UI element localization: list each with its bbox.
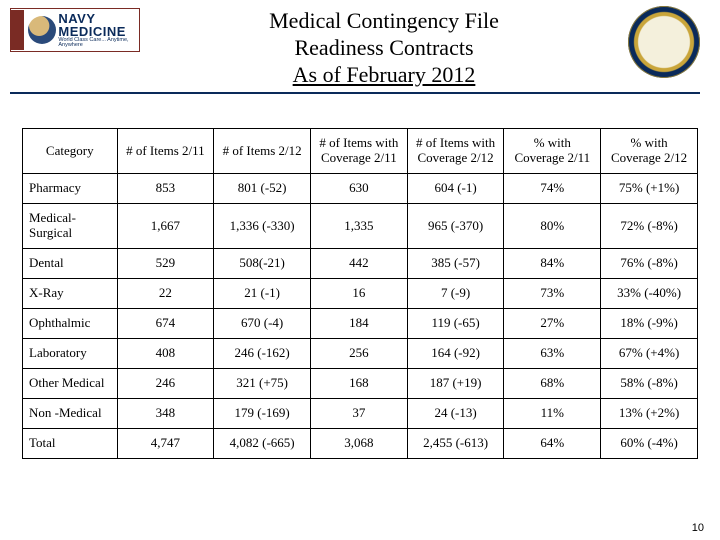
title-line-2: Readiness Contracts: [146, 35, 622, 62]
cell: 1,667: [117, 204, 214, 249]
col-items-211: # of Items 2/11: [117, 129, 214, 174]
cell: 80%: [504, 204, 601, 249]
table-row: Non -Medical348179 (-169)3724 (-13)11%13…: [23, 398, 698, 428]
cell: 21 (-1): [214, 279, 311, 309]
cell: 408: [117, 338, 214, 368]
cell: 184: [310, 309, 407, 339]
title-line-1: Medical Contingency File: [146, 8, 622, 35]
cell: 164 (-92): [407, 338, 504, 368]
table-row: X-Ray2221 (-1)167 (-9)73%33% (-40%): [23, 279, 698, 309]
table-row: Medical-Surgical1,6671,336 (-330)1,33596…: [23, 204, 698, 249]
cell-category: X-Ray: [23, 279, 118, 309]
cell: 179 (-169): [214, 398, 311, 428]
cell: 321 (+75): [214, 368, 311, 398]
cell: 670 (-4): [214, 309, 311, 339]
navy-medicine-logo: NAVY MEDICINE World Class Care... Anytim…: [10, 8, 140, 52]
cell: 22: [117, 279, 214, 309]
cell: 604 (-1): [407, 174, 504, 204]
cell-category: Dental: [23, 249, 118, 279]
caduceus-icon: [28, 16, 56, 44]
cell: 246 (-162): [214, 338, 311, 368]
cell: 7 (-9): [407, 279, 504, 309]
table-row: Pharmacy853801 (-52)630604 (-1)74%75% (+…: [23, 174, 698, 204]
cell: 72% (-8%): [601, 204, 698, 249]
cell: 3,068: [310, 428, 407, 458]
table-row: Other Medical246321 (+75)168187 (+19)68%…: [23, 368, 698, 398]
cell: 74%: [504, 174, 601, 204]
logo-title: NAVY MEDICINE: [58, 12, 139, 38]
col-category: Category: [23, 129, 118, 174]
logo-accent-bar: [11, 10, 24, 50]
cell-category: Medical-Surgical: [23, 204, 118, 249]
cell-category: Ophthalmic: [23, 309, 118, 339]
cell: 529: [117, 249, 214, 279]
cell: 63%: [504, 338, 601, 368]
cell: 11%: [504, 398, 601, 428]
cell: 246: [117, 368, 214, 398]
cell: 348: [117, 398, 214, 428]
cell: 168: [310, 368, 407, 398]
cell: 60% (-4%): [601, 428, 698, 458]
cell: 4,082 (-665): [214, 428, 311, 458]
cell: 4,747: [117, 428, 214, 458]
cell: 801 (-52): [214, 174, 311, 204]
cell: 630: [310, 174, 407, 204]
cell: 187 (+19): [407, 368, 504, 398]
table-row: Ophthalmic674670 (-4)184119 (-65)27%18% …: [23, 309, 698, 339]
cell-category: Pharmacy: [23, 174, 118, 204]
cell: 33% (-40%): [601, 279, 698, 309]
col-pct-211: % with Coverage 2/11: [504, 129, 601, 174]
page-number: 10: [692, 522, 704, 534]
cell: 508(-21): [214, 249, 311, 279]
cell: 1,335: [310, 204, 407, 249]
table-body: Pharmacy853801 (-52)630604 (-1)74%75% (+…: [23, 174, 698, 458]
header-region: NAVY MEDICINE World Class Care... Anytim…: [0, 0, 720, 88]
cell: 75% (+1%): [601, 174, 698, 204]
table-row-total: Total4,7474,082 (-665)3,0682,455 (-613)6…: [23, 428, 698, 458]
cell: 73%: [504, 279, 601, 309]
cell: 24 (-13): [407, 398, 504, 428]
navy-seal-icon: [628, 6, 700, 78]
cell: 442: [310, 249, 407, 279]
table-row: Dental529508(-21)442385 (-57)84%76% (-8%…: [23, 249, 698, 279]
col-coverage-211: # of Items with Coverage 2/11: [310, 129, 407, 174]
cell: 13% (+2%): [601, 398, 698, 428]
cell: 853: [117, 174, 214, 204]
cell: 67% (+4%): [601, 338, 698, 368]
cell: 58% (-8%): [601, 368, 698, 398]
cell: 64%: [504, 428, 601, 458]
title-line-3: As of February 2012: [146, 62, 622, 89]
cell: 16: [310, 279, 407, 309]
cell: 385 (-57): [407, 249, 504, 279]
cell-category: Laboratory: [23, 338, 118, 368]
col-pct-212: % with Coverage 2/12: [601, 129, 698, 174]
table-header: Category # of Items 2/11 # of Items 2/12…: [23, 129, 698, 174]
cell: 256: [310, 338, 407, 368]
page-title: Medical Contingency File Readiness Contr…: [140, 8, 628, 88]
table-row: Laboratory408246 (-162)256164 (-92)63%67…: [23, 338, 698, 368]
logo-tagline: World Class Care... Anytime, Anywhere: [58, 38, 139, 49]
cell: 27%: [504, 309, 601, 339]
table-container: Category # of Items 2/11 # of Items 2/12…: [0, 94, 720, 458]
readiness-table: Category # of Items 2/11 # of Items 2/12…: [22, 128, 698, 458]
cell: 68%: [504, 368, 601, 398]
cell: 84%: [504, 249, 601, 279]
cell-category: Non -Medical: [23, 398, 118, 428]
col-items-212: # of Items 2/12: [214, 129, 311, 174]
cell: 1,336 (-330): [214, 204, 311, 249]
cell: 76% (-8%): [601, 249, 698, 279]
cell: 18% (-9%): [601, 309, 698, 339]
cell-category: Other Medical: [23, 368, 118, 398]
cell: 674: [117, 309, 214, 339]
cell-category: Total: [23, 428, 118, 458]
cell: 37: [310, 398, 407, 428]
cell: 2,455 (-613): [407, 428, 504, 458]
cell: 965 (-370): [407, 204, 504, 249]
cell: 119 (-65): [407, 309, 504, 339]
col-coverage-212: # of Items with Coverage 2/12: [407, 129, 504, 174]
